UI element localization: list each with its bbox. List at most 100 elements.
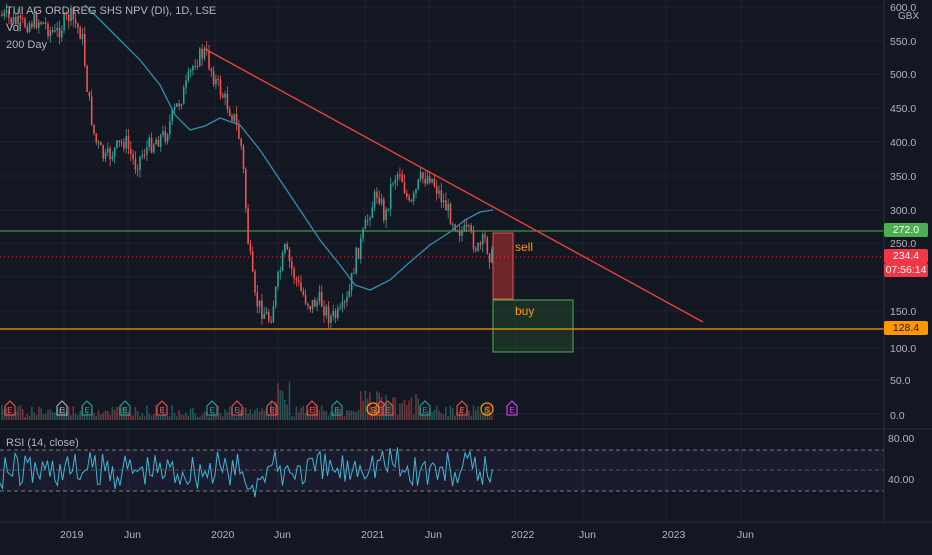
- event-marker-label: E: [309, 406, 314, 415]
- candle-body: [458, 231, 461, 236]
- candle-body: [203, 48, 206, 59]
- candle-body: [111, 156, 114, 160]
- candle-body: [79, 27, 81, 40]
- candle-body: [49, 30, 52, 37]
- volume-bar: [472, 405, 475, 420]
- candle-body: [251, 251, 254, 272]
- price-axis[interactable]: 600.0 550.0 500.0 450.0 400.0 350.0 300.…: [890, 2, 916, 422]
- volume-bar: [88, 416, 91, 420]
- volume-bar: [433, 409, 436, 420]
- symbol-title[interactable]: TUI AG ORD REG SHS NPV (DI), 1D, LSE: [6, 5, 217, 17]
- volume-bar: [70, 415, 72, 420]
- volume-bar: [484, 407, 486, 420]
- candle-body: [180, 104, 183, 107]
- rsi-legend[interactable]: RSI (14, close): [6, 437, 79, 449]
- volume-bar: [422, 413, 424, 420]
- volume-bar: [284, 399, 286, 420]
- volume-bar: [162, 407, 164, 420]
- volume-bar: [475, 410, 477, 420]
- candle-body: [318, 291, 321, 302]
- volume-bar: [26, 414, 29, 420]
- candle-body: [293, 268, 295, 279]
- volume-bar: [116, 406, 118, 420]
- candle-body: [72, 7, 75, 20]
- volume-bar: [127, 411, 130, 420]
- candle-body: [130, 148, 132, 154]
- candle-body: [116, 140, 118, 148]
- chart-grid: [0, 0, 884, 522]
- candle-body: [56, 27, 58, 31]
- event-marker: E: [206, 400, 218, 416]
- volume-bar: [54, 412, 56, 420]
- candle-body: [125, 136, 127, 149]
- candle-body: [132, 153, 134, 159]
- time-tick: Jun: [737, 529, 754, 541]
- volume-bar: [72, 406, 75, 420]
- volume-bar: [323, 410, 325, 420]
- event-marker-label: E: [7, 406, 12, 415]
- volume-bar: [353, 411, 355, 420]
- rsi-axis[interactable]: 80.00 40.00: [888, 433, 914, 486]
- volume-legend[interactable]: Vol: [6, 22, 22, 34]
- volume-bar: [258, 411, 261, 420]
- volume-bar: [279, 389, 282, 420]
- candle-body: [192, 66, 194, 71]
- candle-body: [21, 18, 24, 20]
- price-tick: 150.0: [890, 306, 916, 318]
- candle-body: [339, 307, 341, 309]
- volume-bar: [320, 405, 323, 420]
- candle-body: [28, 23, 31, 32]
- candle-body: [224, 93, 226, 98]
- volume-bar: [242, 406, 245, 420]
- event-marker-shape: [4, 400, 16, 416]
- volume-bar: [477, 406, 479, 420]
- sell-label: sell: [515, 240, 533, 254]
- candle-body: [389, 184, 392, 209]
- price-tick: 300.0: [890, 205, 916, 217]
- buy-zone-box[interactable]: [492, 299, 574, 353]
- candle-body: [208, 50, 210, 69]
- rsi-tick: 80.00: [888, 433, 914, 445]
- candle-body: [150, 137, 153, 153]
- volume-bar: [327, 415, 330, 420]
- candle-body: [277, 272, 279, 287]
- candle-body: [113, 147, 116, 157]
- volume-bar: [1, 405, 3, 420]
- time-axis[interactable]: 2019 Jun 2020 Jun 2021 Jun 2022 Jun 2023…: [60, 529, 754, 541]
- volume-bar: [173, 413, 176, 420]
- volume-bar: [182, 415, 185, 420]
- candle-body: [394, 179, 397, 184]
- candle-body: [173, 106, 176, 110]
- candle-body: [406, 193, 408, 197]
- candle-body: [486, 237, 489, 254]
- ma-legend[interactable]: 200 Day: [6, 39, 47, 51]
- descending-trendline[interactable]: [204, 48, 704, 323]
- candle-body: [272, 306, 275, 323]
- candle-body: [284, 244, 286, 253]
- candle-body: [392, 183, 394, 185]
- candle-body: [120, 142, 123, 144]
- volume-bar: [410, 397, 413, 420]
- candle-body: [401, 174, 403, 183]
- candle-body: [194, 66, 196, 68]
- volume-bar: [233, 416, 236, 420]
- event-marker: E: [506, 400, 518, 416]
- volume-bar: [302, 406, 305, 420]
- candle-body: [31, 23, 33, 27]
- candle-body: [93, 124, 95, 134]
- volume-bar: [387, 403, 390, 420]
- candle-body: [341, 301, 344, 308]
- sell-zone-box[interactable]: [492, 232, 514, 300]
- candle-body: [424, 178, 426, 184]
- price-tick: 550.0: [890, 36, 916, 48]
- event-marker-label: E: [378, 406, 383, 415]
- volume-bar: [44, 413, 47, 420]
- event-marker: E: [331, 400, 343, 416]
- candle-body: [199, 48, 201, 67]
- volume-bar: [8, 411, 10, 420]
- candle-body: [187, 71, 190, 81]
- volume-bar: [251, 414, 254, 420]
